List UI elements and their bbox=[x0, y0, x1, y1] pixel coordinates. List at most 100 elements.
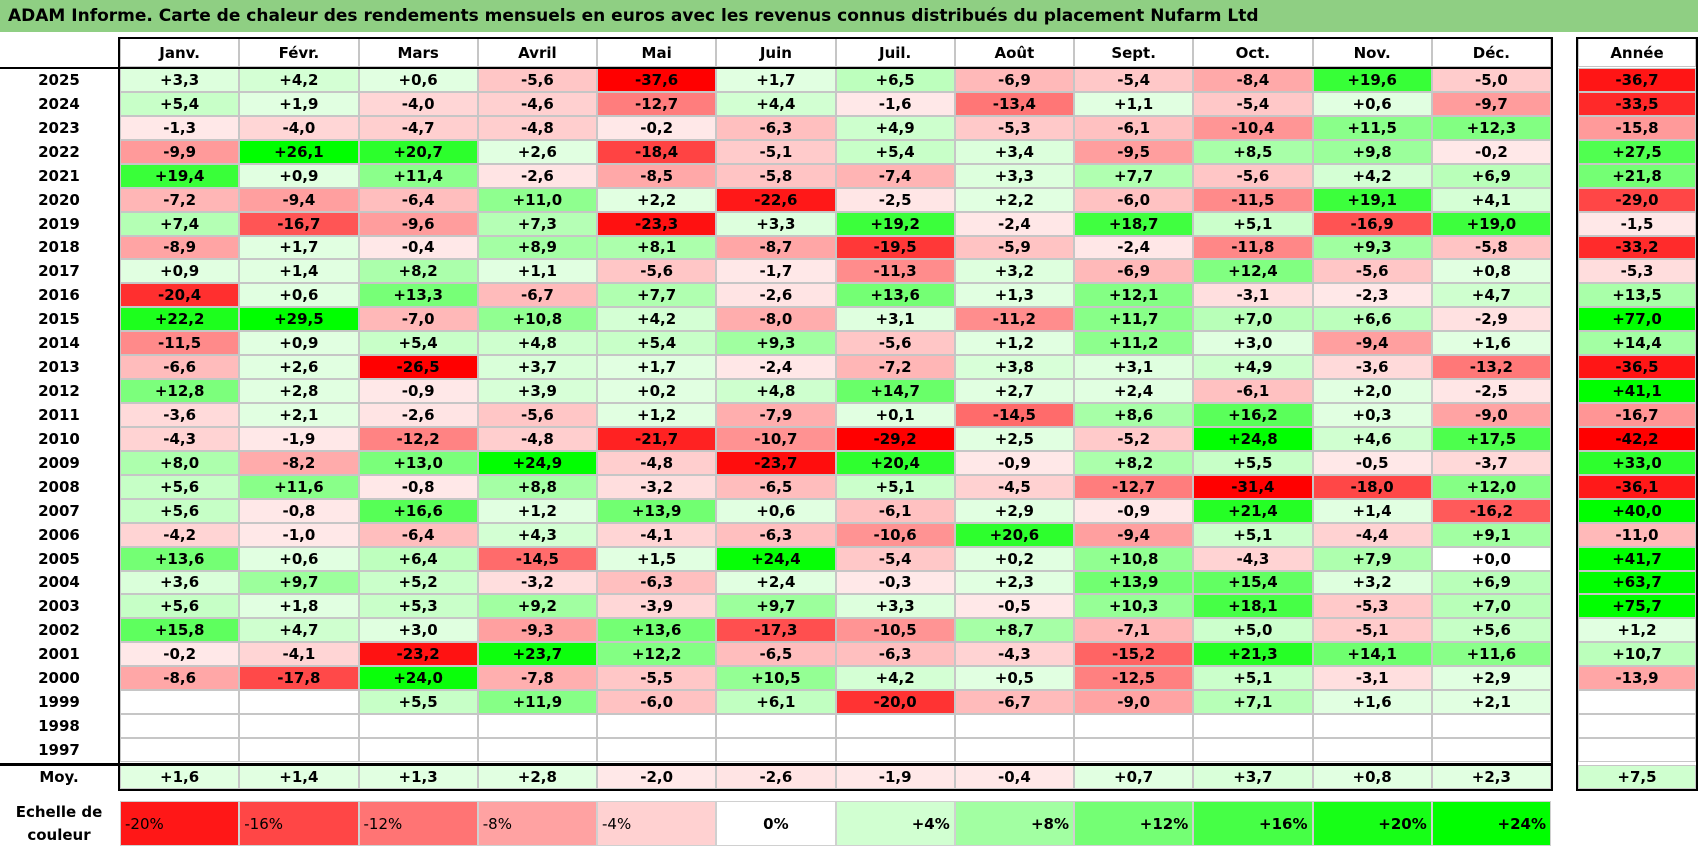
heatmap-cell: +14,1 bbox=[1312, 642, 1432, 667]
color-scale-label: Echelle de couleur bbox=[0, 801, 118, 847]
heatmap-cell: -0,2 bbox=[120, 642, 240, 667]
heatmap-cell: -1,9 bbox=[239, 426, 359, 451]
heatmap-cell bbox=[597, 738, 717, 762]
heatmap-cell: +3,4 bbox=[954, 139, 1074, 164]
year-label: 2020 bbox=[38, 190, 80, 209]
heatmap-cell: +1,9 bbox=[239, 91, 359, 116]
color-scale-swatch: +4% bbox=[835, 801, 955, 846]
heatmap-cell: +6,5 bbox=[835, 68, 955, 92]
heatmap-cell: +4,3 bbox=[477, 522, 597, 547]
year-label: 2013 bbox=[38, 358, 80, 377]
heatmap-cell: -6,7 bbox=[477, 283, 597, 308]
heatmap-cell: +19,4 bbox=[120, 163, 240, 188]
heatmap-cell: +21,4 bbox=[1193, 498, 1313, 523]
heatmap-cell: -3,6 bbox=[120, 403, 240, 427]
annual-cell: -36,7 bbox=[1578, 68, 1696, 92]
heatmap-cell: -10,7 bbox=[716, 426, 836, 451]
heatmap-cell: -4,8 bbox=[597, 450, 717, 475]
heatmap-cell: +3,2 bbox=[954, 259, 1074, 284]
heatmap-cell: +2,3 bbox=[954, 570, 1074, 595]
average-cell: -2,6 bbox=[716, 765, 836, 789]
heatmap-cell: -11,3 bbox=[835, 259, 955, 284]
heatmap-cell: -23,2 bbox=[358, 642, 478, 667]
heatmap-cell: +19,0 bbox=[1431, 211, 1551, 236]
heatmap-cell: -23,7 bbox=[716, 450, 836, 475]
heatmap-cell: +4,2 bbox=[835, 666, 955, 691]
heatmap-cell bbox=[954, 714, 1074, 739]
month-header: Sept. bbox=[1074, 38, 1194, 67]
heatmap-cell: +0,5 bbox=[954, 666, 1074, 691]
heatmap-cell: +4,9 bbox=[1193, 355, 1313, 380]
heatmap-cell: -4,3 bbox=[120, 426, 240, 451]
heatmap-cell: +1,7 bbox=[716, 68, 836, 92]
annual-cell: -13,9 bbox=[1578, 666, 1696, 691]
heatmap-cell: +3,1 bbox=[835, 307, 955, 332]
heatmap-cell: +0,6 bbox=[239, 546, 359, 571]
heatmap-cell: +20,6 bbox=[954, 522, 1074, 547]
annual-cell: -1,5 bbox=[1578, 211, 1696, 236]
heatmap-cell: +10,8 bbox=[477, 307, 597, 332]
year-total-header: Année bbox=[1578, 38, 1696, 67]
year-label: 2023 bbox=[38, 118, 80, 137]
heatmap-cell: -1,3 bbox=[120, 115, 240, 140]
heatmap-cell: +0,2 bbox=[954, 546, 1074, 571]
heatmap-cell: -19,5 bbox=[835, 235, 955, 260]
heatmap-cell: +6,9 bbox=[1431, 163, 1551, 188]
year-label: 2017 bbox=[38, 262, 80, 281]
year-label: 1998 bbox=[38, 717, 80, 736]
heatmap-cell: -10,4 bbox=[1193, 115, 1313, 140]
average-annual-cell: +7,5 bbox=[1578, 765, 1696, 789]
heatmap-cell: -2,6 bbox=[716, 283, 836, 308]
heatmap-cell: +11,7 bbox=[1074, 307, 1194, 332]
heatmap-cell bbox=[716, 714, 836, 739]
heatmap-cell: -9,0 bbox=[1074, 690, 1194, 715]
month-header: Mars bbox=[358, 38, 478, 67]
annual-cell bbox=[1578, 714, 1696, 739]
heatmap-cell: +1,1 bbox=[1074, 91, 1194, 116]
heatmap-cell: +24,8 bbox=[1193, 426, 1313, 451]
heatmap-cell: +23,7 bbox=[477, 642, 597, 667]
heatmap-cell: +1,6 bbox=[1312, 690, 1432, 715]
heatmap-cell: -3,9 bbox=[597, 594, 717, 619]
heatmap-cell: -7,2 bbox=[120, 187, 240, 212]
heatmap-cell: +8,9 bbox=[477, 235, 597, 260]
heatmap-cell: -6,1 bbox=[1074, 115, 1194, 140]
heatmap-cell: +3,3 bbox=[120, 68, 240, 92]
color-scale-label-line1: Echelle de bbox=[15, 803, 103, 821]
color-scale-swatch: +12% bbox=[1074, 801, 1194, 846]
heatmap-cell: -5,9 bbox=[954, 235, 1074, 260]
heatmap-cell: -4,3 bbox=[954, 642, 1074, 667]
heatmap-cell: +4,2 bbox=[239, 68, 359, 92]
heatmap-cell: +22,2 bbox=[120, 307, 240, 332]
heatmap-cell: -9,5 bbox=[1074, 139, 1194, 164]
heatmap-cell: +8,6 bbox=[1074, 403, 1194, 427]
heatmap-cell bbox=[835, 714, 955, 739]
heatmap-cell: +12,8 bbox=[120, 379, 240, 403]
heatmap-cell bbox=[477, 714, 597, 739]
year-label: 2022 bbox=[38, 142, 80, 161]
heatmap-cell: -8,7 bbox=[716, 235, 836, 260]
annual-cell: -29,0 bbox=[1578, 187, 1696, 212]
heatmap-cell: +5,5 bbox=[358, 690, 478, 715]
heatmap-cell: +4,9 bbox=[835, 115, 955, 140]
heatmap-cell: +4,7 bbox=[239, 618, 359, 643]
heatmap-cell: -11,5 bbox=[1193, 187, 1313, 212]
heatmap-cell bbox=[239, 738, 359, 762]
heatmap-cell: +3,3 bbox=[716, 211, 836, 236]
heatmap-cell: -11,8 bbox=[1193, 235, 1313, 260]
heatmap-cell: -3,1 bbox=[1312, 666, 1432, 691]
month-header: Mai bbox=[597, 38, 717, 67]
heatmap-cell: +6,1 bbox=[716, 690, 836, 715]
heatmap-cell bbox=[1193, 738, 1313, 762]
heatmap-cell: +11,0 bbox=[477, 187, 597, 212]
heatmap-cell: +5,2 bbox=[358, 570, 478, 595]
annual-cell: +21,8 bbox=[1578, 163, 1696, 188]
heatmap-cell bbox=[120, 714, 240, 739]
annual-cell: -11,0 bbox=[1578, 522, 1696, 547]
heatmap-cell: -6,9 bbox=[1074, 259, 1194, 284]
heatmap-cell: +7,0 bbox=[1431, 594, 1551, 619]
heatmap-cell: +2,2 bbox=[597, 187, 717, 212]
heatmap-cell bbox=[1312, 738, 1432, 762]
heatmap-cell: +0,6 bbox=[358, 68, 478, 92]
heatmap-cell: -8,2 bbox=[239, 450, 359, 475]
